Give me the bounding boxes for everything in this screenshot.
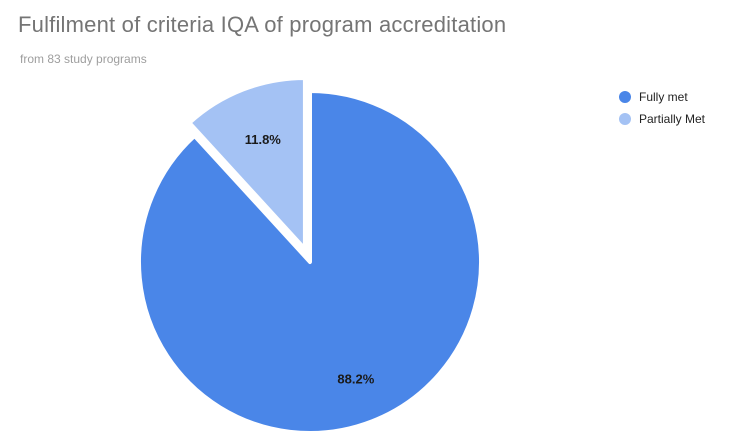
legend: Fully met Partially Met xyxy=(619,86,705,130)
legend-label-partially-met: Partially Met xyxy=(639,112,706,126)
chart-subtitle: from 83 study programs xyxy=(20,52,147,66)
legend-item-partially-met[interactable]: Partially Met xyxy=(619,108,705,130)
pie-slice-partially-met[interactable] xyxy=(187,75,307,251)
chart-title: Fulfilment of criteria IQA of program ac… xyxy=(18,12,507,37)
legend-swatch-fully-met xyxy=(619,91,631,103)
legend-label-fully-met: Fully met xyxy=(639,90,688,104)
slice-label-partially-met: 11.8% xyxy=(245,132,282,147)
slice-label-fully-met: 88.2% xyxy=(337,371,374,386)
pie-slice-fully-met[interactable] xyxy=(137,89,483,435)
legend-item-fully-met[interactable]: Fully met xyxy=(619,86,705,108)
legend-swatch-partially-met xyxy=(619,113,631,125)
